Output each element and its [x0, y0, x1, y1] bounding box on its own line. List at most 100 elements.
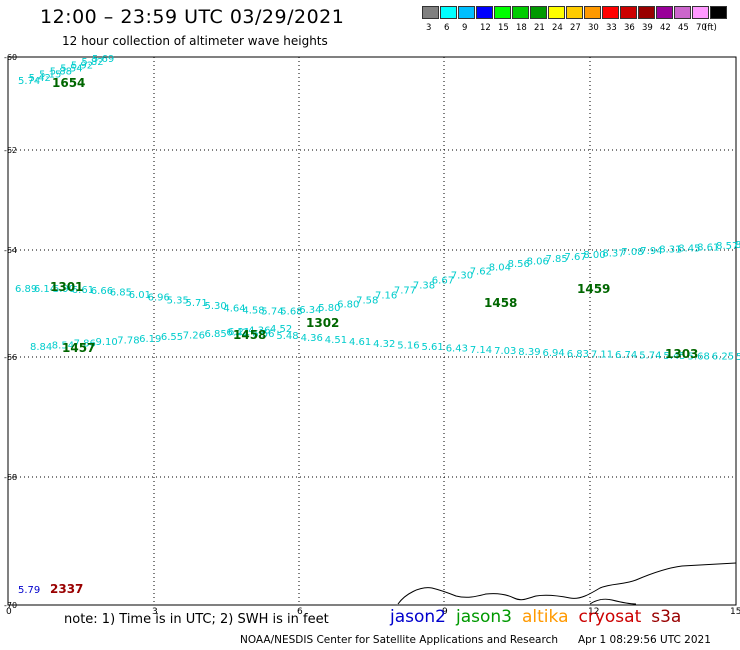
wave-height-label: 5.79: [18, 585, 40, 596]
wave-height-label: 8.84: [30, 342, 52, 353]
wave-height-label: 6.96: [148, 292, 170, 303]
wave-height-label: 4.36: [301, 333, 323, 344]
color-scale-swatch: [692, 6, 709, 19]
wave-height-label: 6.66: [91, 286, 113, 297]
footer-timestamp: Apr 1 08:29:56 UTC 2021: [578, 634, 711, 646]
wave-height-label: 5.61: [422, 342, 444, 353]
wave-height-tracks: 5.745.425.155.885.545.925.825.696.896.14…: [15, 54, 740, 596]
color-scale-swatch: [422, 6, 439, 19]
wave-height-label: 7.67: [565, 252, 587, 263]
wave-height-label: 5.45: [663, 351, 685, 362]
color-scale-label: 21: [534, 23, 545, 33]
wave-height-label: 8.54: [52, 340, 74, 351]
x-tick-label: 0: [6, 607, 12, 617]
wave-height-label: 6.83: [567, 349, 589, 360]
wave-height-label: 5.92: [71, 60, 93, 71]
color-scale-swatch: [530, 6, 547, 19]
wave-height-label: 5.69: [92, 54, 114, 65]
page-title: 12:00 – 23:59 UTC 03/29/2021: [40, 6, 345, 28]
wave-height-label: 8.57: [716, 241, 738, 252]
wave-height-label: 5.15: [736, 352, 740, 363]
wave-height-label: 7.14: [470, 345, 492, 356]
wave-height-label: 7.11: [591, 350, 613, 361]
grid-lines: [8, 57, 736, 605]
footer-note: note: 1) Time is in UTC; 2) SWH is in fe…: [64, 612, 329, 627]
color-scale-label: 3: [426, 23, 432, 33]
wave-height-label: 5.80: [318, 303, 340, 314]
page-subtitle: 12 hour collection of altimeter wave hei…: [62, 34, 328, 48]
x-tick-label: 3: [152, 607, 158, 617]
wave-height-label: 8.45: [678, 243, 700, 254]
wave-height-label: 6.21: [228, 327, 250, 338]
color-scale-swatch: [602, 6, 619, 19]
color-scale-swatch: [548, 6, 565, 19]
coastline: [397, 562, 737, 605]
wave-height-label: 8.06: [527, 256, 549, 267]
color-scale-label: 9: [462, 23, 468, 33]
color-scale-label: 45: [678, 23, 689, 33]
wave-height-label: 7.86: [74, 339, 96, 350]
y-tick-label: -64: [4, 246, 17, 255]
wave-height-label: 7.62: [470, 266, 492, 277]
wave-height-label: 4.52: [270, 324, 292, 335]
wave-height-label: 4.36: [248, 326, 270, 337]
pass-time-label: 1303: [665, 347, 698, 361]
wave-height-label: 5.74: [639, 351, 661, 362]
x-tick-label: 9: [442, 607, 448, 617]
color-scale-label: 39: [642, 23, 653, 33]
wave-height-label: 6.94: [543, 348, 565, 359]
satellite-legend-item: jason2: [390, 607, 446, 627]
color-scale-swatch: [584, 6, 601, 19]
wave-height-label: 6.61: [72, 285, 94, 296]
color-scale-label: 12: [480, 23, 491, 33]
y-tick-label: -66: [4, 353, 17, 362]
satellite-legend-item: cryosat: [578, 607, 642, 627]
wave-height-label: 8.39: [518, 347, 540, 358]
wave-height-label: 4.32: [373, 339, 395, 350]
wave-height-label: 9.10: [96, 337, 118, 348]
wave-height-label: 7.08: [621, 247, 643, 258]
wave-height-label: 8.31: [659, 245, 681, 256]
color-scale-label: 6: [444, 23, 450, 33]
y-tick-label: -68: [4, 473, 17, 482]
wave-height-label: 5.48: [276, 331, 298, 342]
coastline-segment: [397, 562, 737, 605]
pass-time-label: 1301: [50, 280, 83, 294]
color-scale-swatch: [674, 6, 691, 19]
wave-height-label: 8.00: [583, 250, 605, 261]
color-scale-label: 70: [696, 23, 707, 33]
color-scale-label: 36: [624, 23, 635, 33]
pass-time-label: 1458: [484, 296, 517, 310]
x-tick-label: 6: [297, 607, 303, 617]
color-scale-label: (ft): [704, 23, 717, 33]
wave-height-label: 6.19: [139, 334, 161, 345]
color-scale-swatch: [458, 6, 475, 19]
wave-height-label: 8.96: [735, 240, 740, 251]
color-scale-label: 33: [606, 23, 617, 33]
satellite-legend-item: s3a: [651, 607, 682, 627]
wave-height-label: 6.74: [615, 350, 637, 361]
wave-height-label: 8.04: [489, 263, 511, 274]
color-scale-swatch: [494, 6, 511, 19]
color-scale-label: 42: [660, 23, 671, 33]
wave-height-label: 5.74: [18, 76, 40, 87]
wave-height-label: 5.35: [167, 295, 189, 306]
wave-height-label: 4.64: [223, 304, 245, 315]
y-tick-label: -70: [4, 601, 17, 610]
color-scale-swatch: [440, 6, 457, 19]
color-scale-label: 15: [498, 23, 509, 33]
wave-height-label: 5.74: [261, 307, 283, 318]
wave-height-label: 6.67: [432, 275, 454, 286]
wave-height-label: 7.78: [117, 336, 139, 347]
satellite-legend-item: jason3: [456, 607, 512, 627]
wave-height-label: 7.38: [413, 280, 435, 291]
wave-height-label: 6.01: [129, 290, 151, 301]
wave-height-label: 6.56: [252, 329, 274, 340]
wave-height-label: 5.82: [81, 57, 103, 68]
y-tick-label: -60: [4, 53, 17, 62]
color-scale-label: 18: [516, 23, 527, 33]
wave-height-label: 8.61: [697, 242, 719, 253]
wave-height-label: 6.85: [205, 329, 227, 340]
y-tick-label: -62: [4, 146, 17, 155]
